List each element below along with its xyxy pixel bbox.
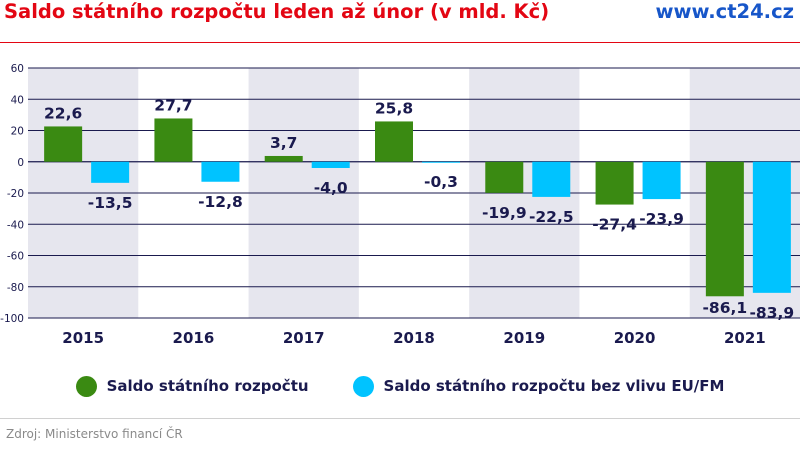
- x-tick-label-2018: 2018: [393, 329, 435, 347]
- x-tick-label-2015: 2015: [62, 329, 104, 347]
- chart-legend: Saldo státního rozpočtu Saldo státního r…: [0, 374, 800, 398]
- y-tick-label--100: -100: [0, 313, 24, 325]
- data-label-series-1-2017: 3,7: [270, 134, 297, 152]
- legend-swatch-series-2: [352, 375, 374, 397]
- x-tick-label-2017: 2017: [283, 329, 325, 347]
- y-tick-label--20: -20: [7, 188, 24, 200]
- legend-label-series-2: Saldo státního rozpočtu bez vlivu EU/FM: [383, 377, 725, 395]
- chart-title: Saldo státního rozpočtu leden až únor (v…: [4, 0, 550, 23]
- y-tick-label-60: 60: [11, 63, 24, 75]
- data-label-series-1-2021: -86,1: [703, 299, 748, 317]
- header-divider: [0, 42, 800, 43]
- x-tick-label-2016: 2016: [173, 329, 215, 347]
- data-label-series-1-2018: 25,8: [375, 99, 413, 117]
- brand-link[interactable]: www.ct24.cz: [655, 0, 794, 23]
- y-tick-label-20: 20: [11, 126, 24, 138]
- bar-series-1-2019: [485, 161, 524, 193]
- bar-series-1-2021: [705, 161, 744, 297]
- bar-series-2-2020: [642, 161, 681, 200]
- data-label-series-1-2016: 27,7: [154, 96, 192, 114]
- y-tick-label-0: 0: [17, 157, 24, 169]
- bar-series-1-2020: [595, 161, 634, 205]
- legend-swatch-series-1: [75, 375, 97, 397]
- data-label-series-2-2019: -22,5: [529, 208, 574, 226]
- y-tick-label--60: -60: [7, 251, 24, 263]
- y-tick-label-40: 40: [11, 94, 24, 106]
- bar-series-2-2018: [422, 161, 460, 163]
- y-tick-label--40: -40: [7, 219, 24, 231]
- data-label-series-2-2020: -23,9: [639, 210, 684, 228]
- bar-series-2-2016: [201, 161, 240, 182]
- bar-series-2-2015: [91, 161, 130, 183]
- bar-series-2-2019: [532, 161, 571, 197]
- data-label-series-2-2018: -0,3: [424, 173, 458, 191]
- x-tick-label-2021: 2021: [724, 329, 766, 347]
- data-label-series-1-2019: -19,9: [482, 204, 527, 222]
- footer-divider: [0, 418, 800, 419]
- legend-item-series-1: Saldo státního rozpočtu: [75, 374, 309, 398]
- bar-series-1-2018: [375, 121, 413, 162]
- bar-series-1-2017: [264, 155, 303, 162]
- data-label-series-2-2015: -13,5: [88, 194, 133, 212]
- bar-series-1-2015: [44, 126, 83, 162]
- data-label-series-1-2015: 22,6: [44, 104, 82, 122]
- legend-label-series-1: Saldo státního rozpočtu: [106, 377, 309, 395]
- data-label-series-2-2016: -12,8: [198, 193, 243, 211]
- bar-series-2-2021: [752, 161, 791, 293]
- source-note: Zdroj: Ministerstvo financí ČR: [6, 427, 183, 441]
- data-label-series-2-2017: -4,0: [314, 179, 348, 197]
- bar-series-1-2016: [154, 118, 193, 162]
- legend-item-series-2: Saldo státního rozpočtu bez vlivu EU/FM: [352, 374, 725, 398]
- y-tick-label--80: -80: [7, 282, 24, 294]
- x-tick-label-2019: 2019: [503, 329, 545, 347]
- bar-series-2-2017: [311, 161, 350, 168]
- data-label-series-1-2020: -27,4: [592, 216, 637, 234]
- x-tick-label-2020: 2020: [614, 329, 656, 347]
- data-label-series-2-2021: -83,9: [750, 304, 795, 322]
